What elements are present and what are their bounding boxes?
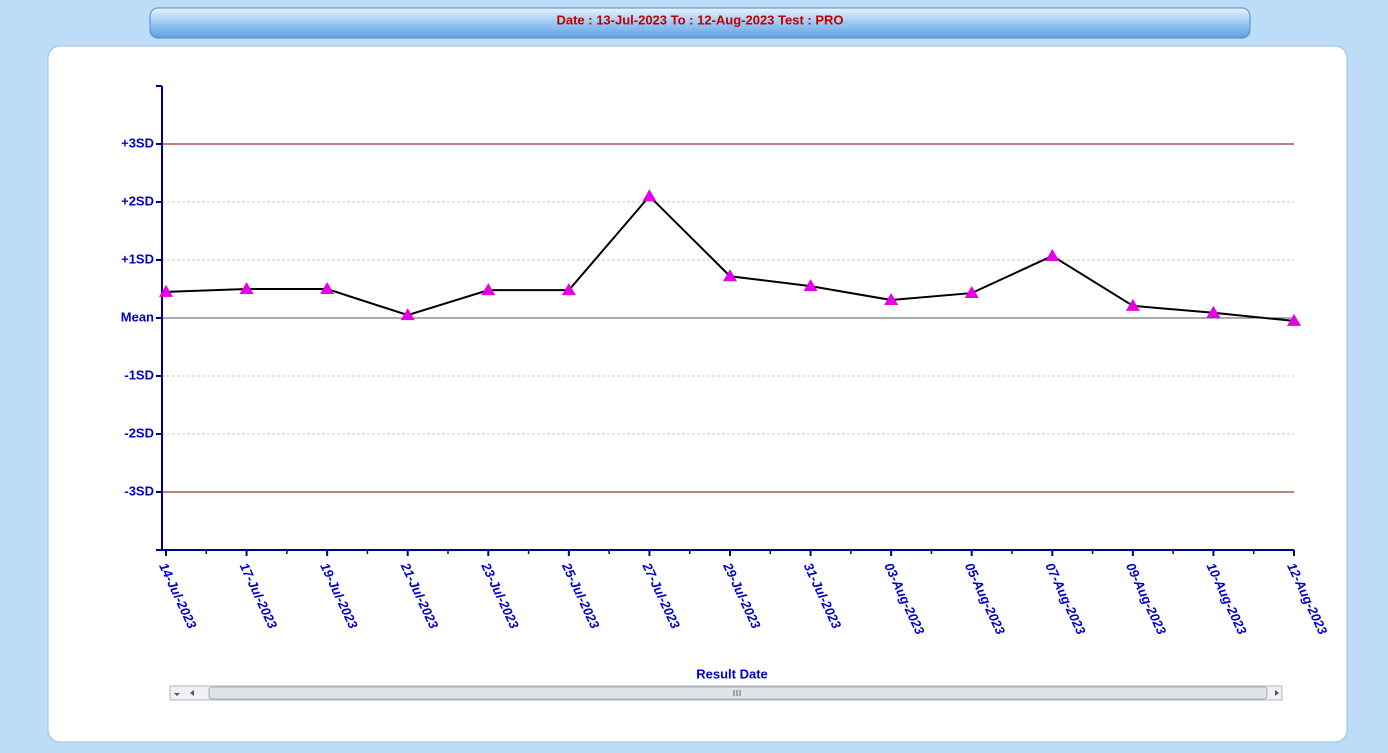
y-tick-label: Mean [121, 309, 154, 324]
data-point [964, 286, 979, 299]
data-point [884, 293, 899, 306]
data-point [320, 282, 335, 294]
y-tick-label: +1SD [121, 251, 154, 266]
data-point [1206, 305, 1221, 318]
data-point [561, 283, 576, 296]
y-tick-label: -3SD [124, 483, 154, 498]
data-point [400, 308, 415, 321]
data-point [239, 282, 254, 294]
data-point [1045, 248, 1060, 261]
header-bar [149, 7, 1251, 39]
x-axis-label: Result Date [696, 666, 768, 681]
y-tick-label: -2SD [124, 425, 154, 440]
data-point [642, 189, 657, 202]
data-point [1287, 313, 1301, 326]
scrollbar[interactable] [169, 685, 1283, 701]
y-tick-label: -1SD [124, 367, 154, 382]
data-point [481, 283, 496, 296]
chart-title: Date : 13-Jul-2023 To : 12-Aug-2023 Test… [556, 12, 843, 27]
data-point [723, 269, 737, 282]
panel [47, 45, 1348, 743]
y-tick-label: +2SD [121, 193, 154, 208]
data-point [1125, 298, 1140, 311]
data-point [159, 284, 173, 297]
y-tick-label: +3SD [121, 135, 154, 150]
data-point [803, 279, 818, 292]
